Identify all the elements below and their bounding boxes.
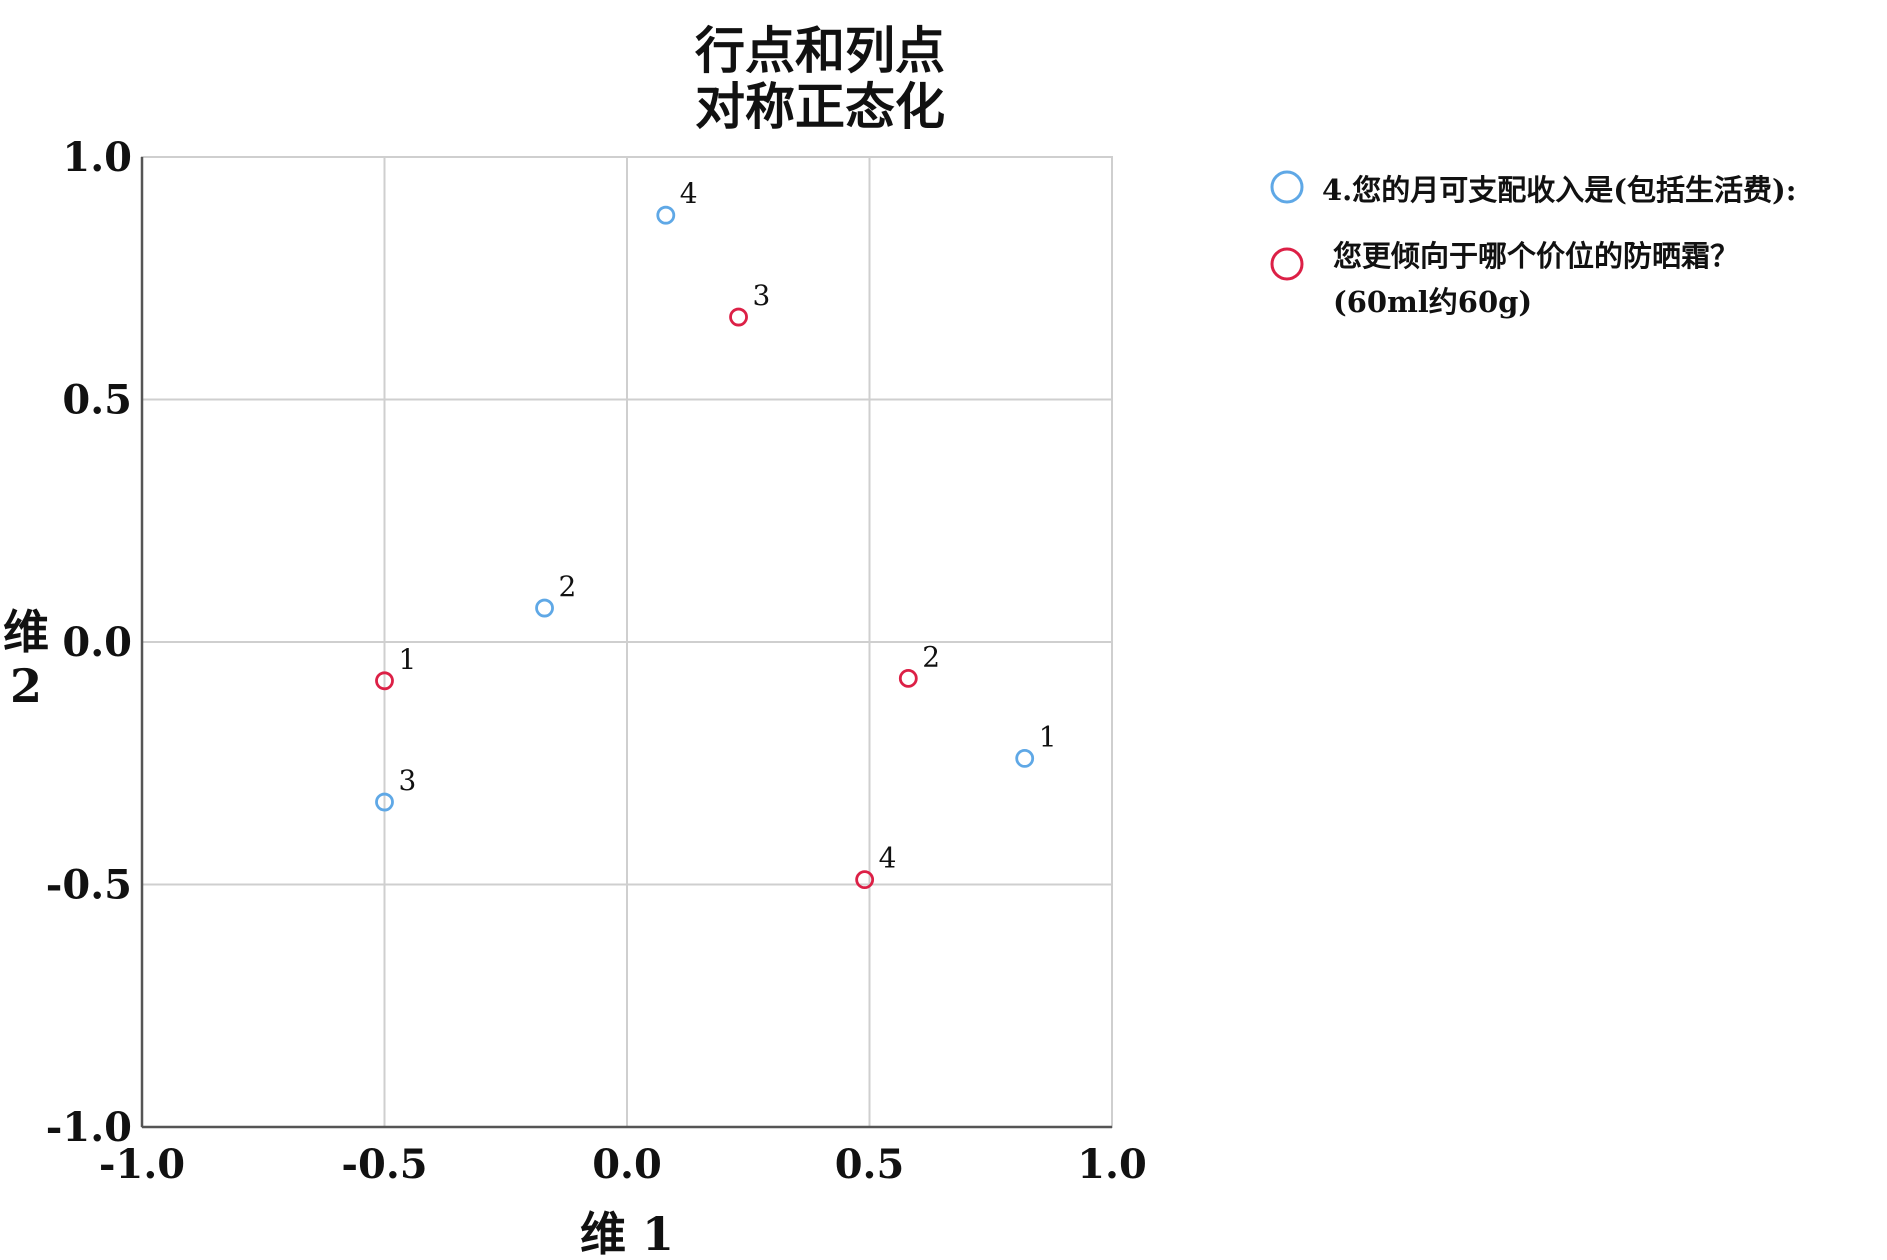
- legend-label-price-line-2: (60ml约60g): [1333, 285, 1532, 319]
- legend-label-price-line-1: 您更倾向于哪个价位的防晒霜？: [1333, 239, 1739, 273]
- y-tick-labels: 1.0 0.5 0.0 -0.5 -1.0: [46, 134, 132, 1151]
- legend-marker-price: [1270, 247, 1304, 281]
- y-tick-label: 0.0: [62, 619, 132, 666]
- x-tick-label: 0.5: [835, 1141, 905, 1188]
- data-point-label: 1: [399, 643, 417, 676]
- legend: 4.您的月可支配收入是(包括生活费): 您更倾向于哪个价位的防晒霜？ (60ml…: [1270, 170, 1796, 319]
- data-points: 1 2 3 4 1 2 3 4: [375, 177, 1057, 890]
- x-tick-label: -1.0: [99, 1141, 185, 1188]
- chart-title-line-1: 行点和列点: [695, 21, 945, 80]
- x-tick-label: -0.5: [341, 1141, 427, 1188]
- x-axis-label: 维 1: [580, 1207, 674, 1260]
- x-tick-label: 1.0: [1077, 1141, 1147, 1188]
- data-point-label: 4: [879, 842, 897, 875]
- data-point: [375, 671, 394, 691]
- data-point: [855, 870, 875, 890]
- data-point-label: 2: [559, 570, 577, 603]
- data-point: [1015, 749, 1035, 768]
- data-point: [898, 668, 918, 688]
- legend-label-income: 4.您的月可支配收入是(包括生活费):: [1322, 173, 1796, 207]
- data-point: [729, 307, 748, 327]
- x-tick-label: 0.0: [592, 1141, 662, 1188]
- data-point-label: 3: [399, 764, 417, 797]
- chart-title-line-2: 对称正态化: [695, 77, 945, 136]
- data-point: [656, 205, 676, 225]
- legend-marker-income: [1270, 170, 1304, 204]
- y-axis-label-line-2: 2: [10, 659, 42, 713]
- data-point-label: 3: [753, 279, 771, 312]
- data-point-label: 1: [1039, 720, 1057, 753]
- x-tick-labels: -1.0 -0.5 0.0 0.5 1.0: [99, 1141, 1147, 1188]
- y-tick-label: -0.5: [46, 862, 132, 909]
- y-tick-label: -1.0: [46, 1104, 132, 1151]
- y-axis-label-line-1: 维: [3, 605, 49, 659]
- data-point-label: 4: [680, 177, 698, 210]
- data-point: [535, 598, 554, 618]
- data-point-label: 2: [922, 640, 940, 673]
- y-tick-label: 1.0: [62, 134, 132, 181]
- data-point: [375, 792, 394, 812]
- plot-area: -1.0 -0.5 0.0 0.5 1.0 1.0 0.5 0.0 -0.5 -1.0 1 2 3 4…: [46, 134, 1147, 1188]
- y-tick-label: 0.5: [62, 377, 132, 424]
